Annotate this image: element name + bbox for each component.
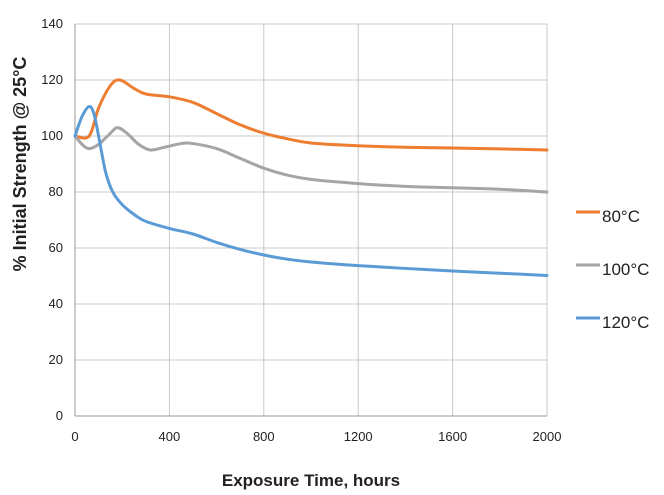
x-tick-label: 2000 — [533, 429, 562, 444]
legend-label-2: 100°C — [602, 260, 649, 279]
y-tick-label: 120 — [41, 72, 63, 87]
legend-label-1: 80°C — [602, 207, 640, 226]
series-line-3 — [75, 107, 547, 276]
legend: 80°C 100°C 120°C — [576, 207, 649, 332]
y-tick-label: 140 — [41, 16, 63, 31]
y-axis-label: % Initial Strength @ 25°C — [10, 57, 30, 272]
y-tick-label: 80 — [49, 184, 63, 199]
x-tick-label: 400 — [159, 429, 181, 444]
y-tick-label: 60 — [49, 240, 63, 255]
series-lines — [75, 80, 547, 276]
series-line-2 — [75, 128, 547, 192]
x-tick-label: 0 — [71, 429, 78, 444]
x-tick-label: 1200 — [344, 429, 373, 444]
x-tick-label: 1600 — [438, 429, 467, 444]
x-tick-label: 800 — [253, 429, 275, 444]
y-tick-label: 0 — [56, 408, 63, 423]
legend-label-3: 120°C — [602, 313, 649, 332]
y-tick-label: 20 — [49, 352, 63, 367]
x-axis-label: Exposure Time, hours — [222, 471, 400, 490]
y-tick-label: 100 — [41, 128, 63, 143]
y-tick-label: 40 — [49, 296, 63, 311]
series-line-1 — [75, 80, 547, 150]
